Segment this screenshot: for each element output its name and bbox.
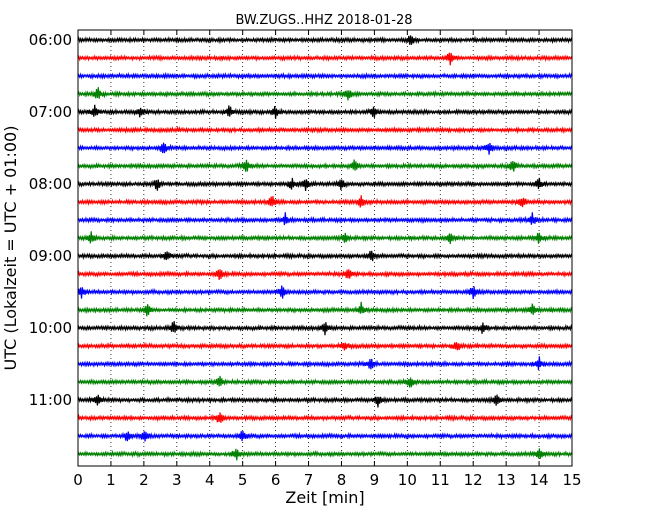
x-tick-label: 6 — [271, 471, 281, 489]
seismic-trace — [77, 104, 573, 119]
x-tick-label: 8 — [337, 471, 347, 489]
x-tick-label: 12 — [464, 471, 483, 489]
y-axis-label: UTC (Lokalzeit = UTC + 01:00) — [1, 126, 20, 371]
seismic-trace — [77, 394, 573, 408]
seismic-trace — [77, 159, 573, 172]
seismic-trace — [77, 231, 573, 244]
seismic-trace — [77, 125, 573, 135]
x-tick-label: 3 — [172, 471, 182, 489]
x-tick-label: 7 — [304, 471, 314, 489]
y-tick-label: 10:00 — [29, 319, 72, 337]
seismic-trace — [77, 195, 573, 208]
seismic-trace — [77, 52, 573, 66]
x-tick-label: 4 — [205, 471, 215, 489]
y-tick-label: 09:00 — [29, 247, 72, 265]
seismic-trace — [77, 375, 573, 388]
seismic-trace — [77, 341, 573, 351]
x-tick-label: 0 — [73, 471, 83, 489]
seismic-trace — [77, 250, 573, 262]
seismic-trace — [77, 269, 573, 280]
y-tick-label: 08:00 — [29, 175, 72, 193]
y-axis-ticks: 06:00 07:00 08:00 09:00 10:00 11:00 — [29, 31, 572, 409]
seismic-trace — [77, 321, 573, 336]
x-tick-label: 5 — [238, 471, 248, 489]
seismic-trace — [77, 142, 573, 155]
x-tick-label: 13 — [497, 471, 516, 489]
seismic-trace — [77, 412, 573, 423]
x-tick-label: 11 — [431, 471, 450, 489]
x-tick-label: 15 — [562, 471, 581, 489]
x-axis-label: Zeit [min] — [285, 488, 364, 507]
seismic-trace — [77, 356, 573, 371]
x-tick-label: 2 — [139, 471, 149, 489]
plot-frame — [77, 29, 573, 467]
seismic-trace — [77, 301, 573, 317]
x-axis-ticks: 0 1 2 3 4 5 6 7 8 9 10 11 12 13 14 15 — [73, 30, 582, 489]
y-tick-label: 07:00 — [29, 103, 72, 121]
seismic-trace — [77, 35, 573, 45]
x-tick-label: 9 — [370, 471, 380, 489]
x-tick-label: 14 — [530, 471, 549, 489]
seismic-trace — [77, 212, 573, 226]
grid-lines — [110, 30, 540, 466]
seismic-trace — [77, 87, 573, 101]
seismic-trace — [77, 448, 573, 461]
trace-group — [77, 35, 573, 461]
seismic-trace — [77, 177, 573, 191]
seismic-trace — [77, 430, 573, 442]
y-tick-label: 06:00 — [29, 31, 72, 49]
x-tick-label: 10 — [398, 471, 417, 489]
seismic-trace — [77, 285, 573, 300]
chart-title: BW.ZUGS..HHZ 2018-01-28 — [235, 13, 412, 28]
seismic-trace — [77, 71, 573, 81]
x-tick-label: 1 — [106, 471, 116, 489]
y-tick-label: 11:00 — [29, 391, 72, 409]
